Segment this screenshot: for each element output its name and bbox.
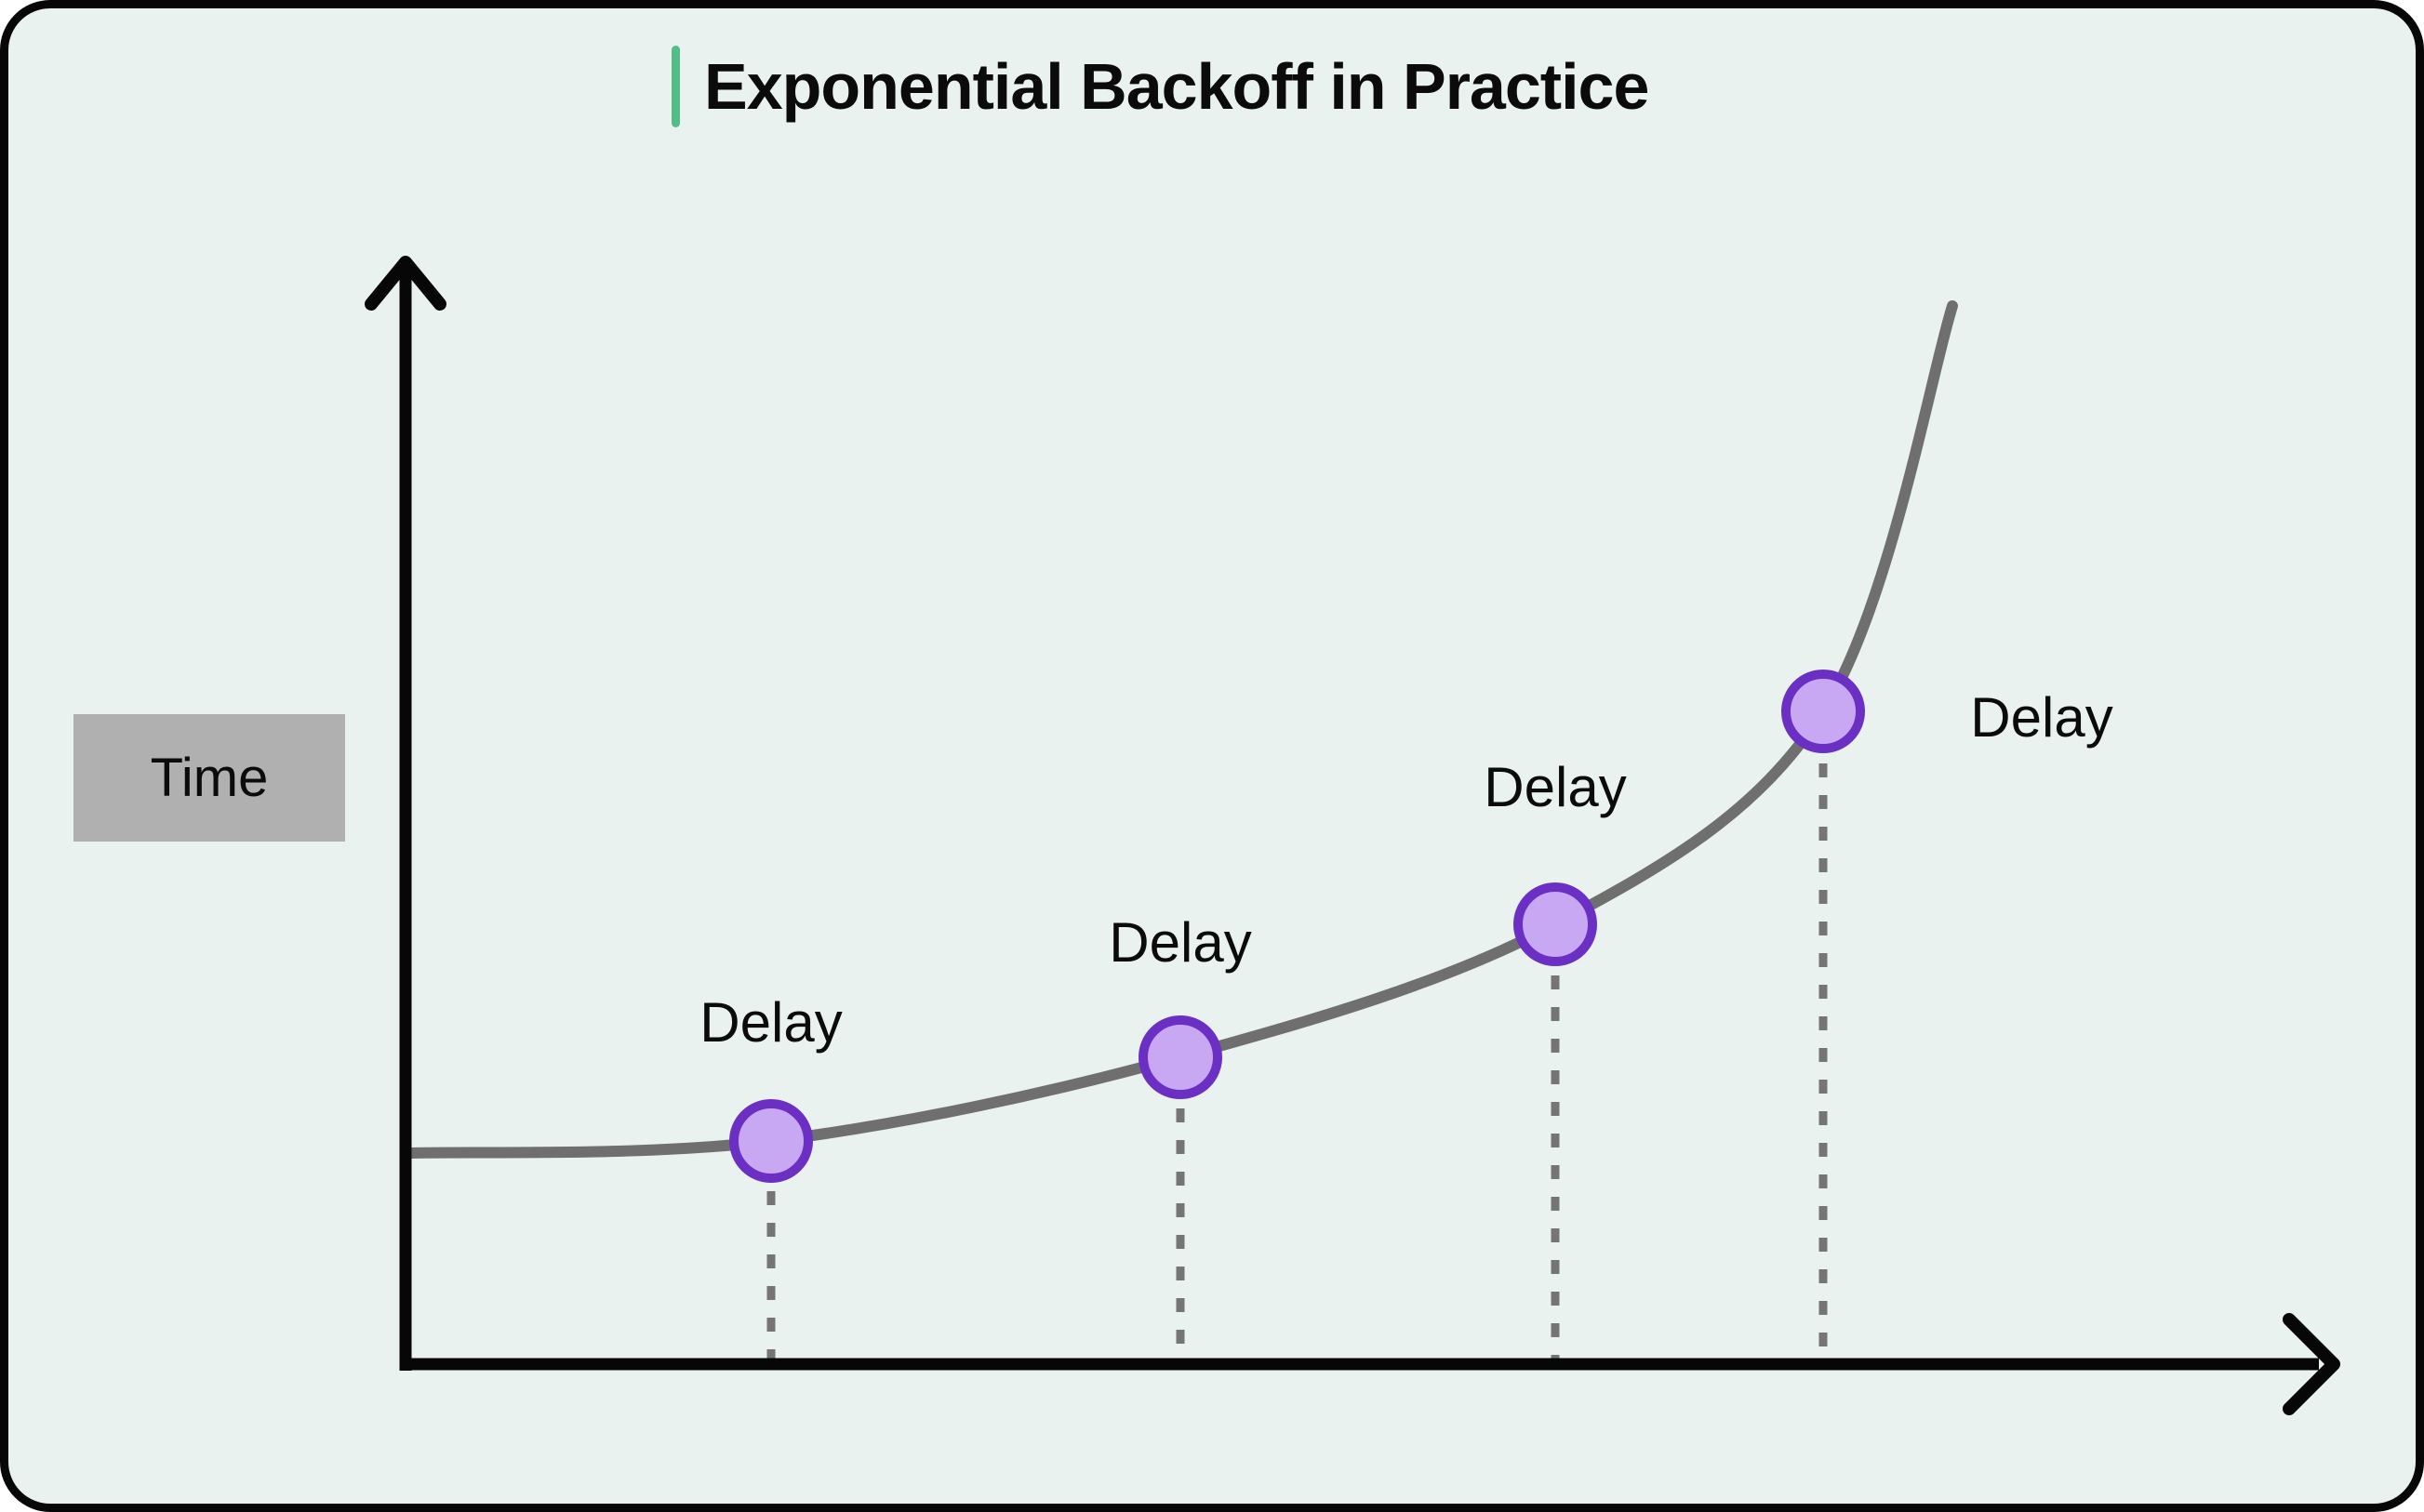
page-title: Exponential Backoff in Practice bbox=[704, 50, 1649, 123]
retry-dot bbox=[729, 1099, 813, 1183]
diagram-canvas bbox=[365, 256, 2340, 1415]
retry-dot bbox=[1781, 670, 1865, 753]
retry-dot bbox=[1513, 882, 1597, 966]
y-axis-arrow-icon bbox=[365, 256, 446, 311]
delay-label: Delay bbox=[1484, 756, 1627, 818]
delay-label: Delay bbox=[699, 991, 843, 1054]
y-axis-label: Time bbox=[150, 748, 269, 808]
x-axis-arrow-icon bbox=[2283, 1313, 2340, 1415]
delay-label: Delay bbox=[1970, 686, 2113, 749]
delay-label: Delay bbox=[1109, 911, 1252, 974]
retry-dot bbox=[1139, 1015, 1222, 1099]
y-axis-label-box: Time bbox=[73, 714, 345, 842]
title-block: Exponential Backoff in Practice bbox=[672, 46, 1649, 127]
title-accent-bar bbox=[672, 46, 680, 127]
